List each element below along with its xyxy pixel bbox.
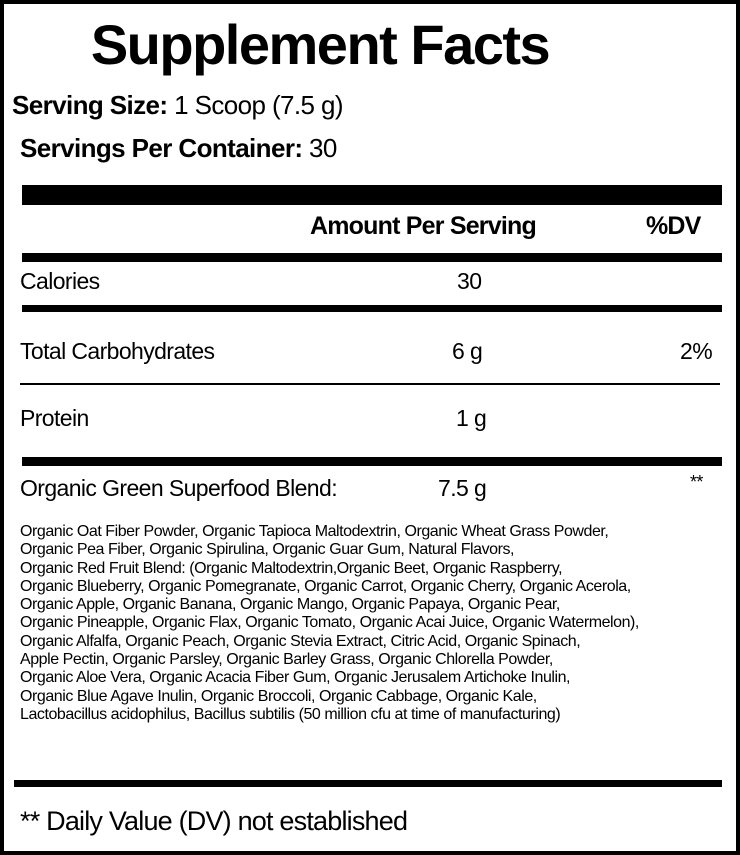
row-amount: 30: [457, 268, 482, 294]
divider-thin: [20, 383, 720, 385]
header-dv: %DV: [646, 212, 701, 240]
divider-thick: [22, 185, 722, 205]
row-dv: **: [690, 472, 703, 492]
serving-size: Serving Size: 1 Scoop (7.5 g): [12, 90, 343, 121]
header-amount: Amount Per Serving: [310, 212, 537, 240]
ingredients-line: Organic Apple, Organic Banana, Organic M…: [20, 596, 560, 614]
row-amount: 1 g: [456, 405, 487, 431]
row-name: Protein: [20, 405, 89, 431]
page-title: Supplement Facts: [90, 13, 551, 76]
ingredients-list: Organic Oat Fiber Powder, Organic Tapioc…: [20, 523, 639, 724]
ingredients-line: Organic Oat Fiber Powder, Organic Tapioc…: [20, 523, 609, 540]
ingredients-line: Organic Blue Agave Inulin, Organic Brocc…: [20, 687, 537, 705]
ingredients-line: Organic Pineapple, Organic Flax, Organic…: [20, 614, 639, 632]
divider-thick: [22, 457, 722, 466]
ingredients-line: Organic Blueberry, Organic Pomegranate, …: [20, 577, 631, 595]
ingredients-line: Organic Aloe Vera, Organic Acacia Fiber …: [20, 669, 571, 687]
row-amount: 6 g: [452, 338, 483, 364]
ingredients-line: Organic Alfalfa, Organic Peach, Organic …: [20, 632, 581, 650]
footnote: ** Daily Value (DV) not established: [20, 806, 408, 836]
divider: [22, 253, 722, 262]
row-name: Total Carbohydrates: [20, 338, 215, 364]
serving-size-label: Serving Size:: [12, 90, 168, 120]
ingredients-line: Lactobacillus acidophilus, Bacillus subt…: [20, 705, 561, 723]
divider-thick: [14, 780, 722, 787]
divider: [22, 305, 722, 312]
servings-per-container: Servings Per Container: 30: [20, 133, 337, 164]
row-name: Calories: [20, 268, 100, 294]
servings-per-container-label: Servings Per Container:: [20, 133, 303, 163]
label-panel: [4, 4, 736, 851]
servings-per-container-value: 30: [309, 133, 337, 163]
row-dv: 2%: [680, 338, 713, 364]
ingredients-line: Organic Red Fruit Blend: (Organic Maltod…: [20, 559, 563, 577]
row-name: Organic Green Superfood Blend:: [20, 475, 338, 501]
ingredients-line: Apple Pectin, Organic Parsley, Organic B…: [20, 651, 553, 669]
row-amount: 7.5 g: [438, 475, 487, 501]
serving-size-value: 1 Scoop (7.5 g): [174, 90, 343, 120]
ingredients-line: Organic Pea Fiber, Organic Spirulina, Or…: [20, 541, 515, 559]
